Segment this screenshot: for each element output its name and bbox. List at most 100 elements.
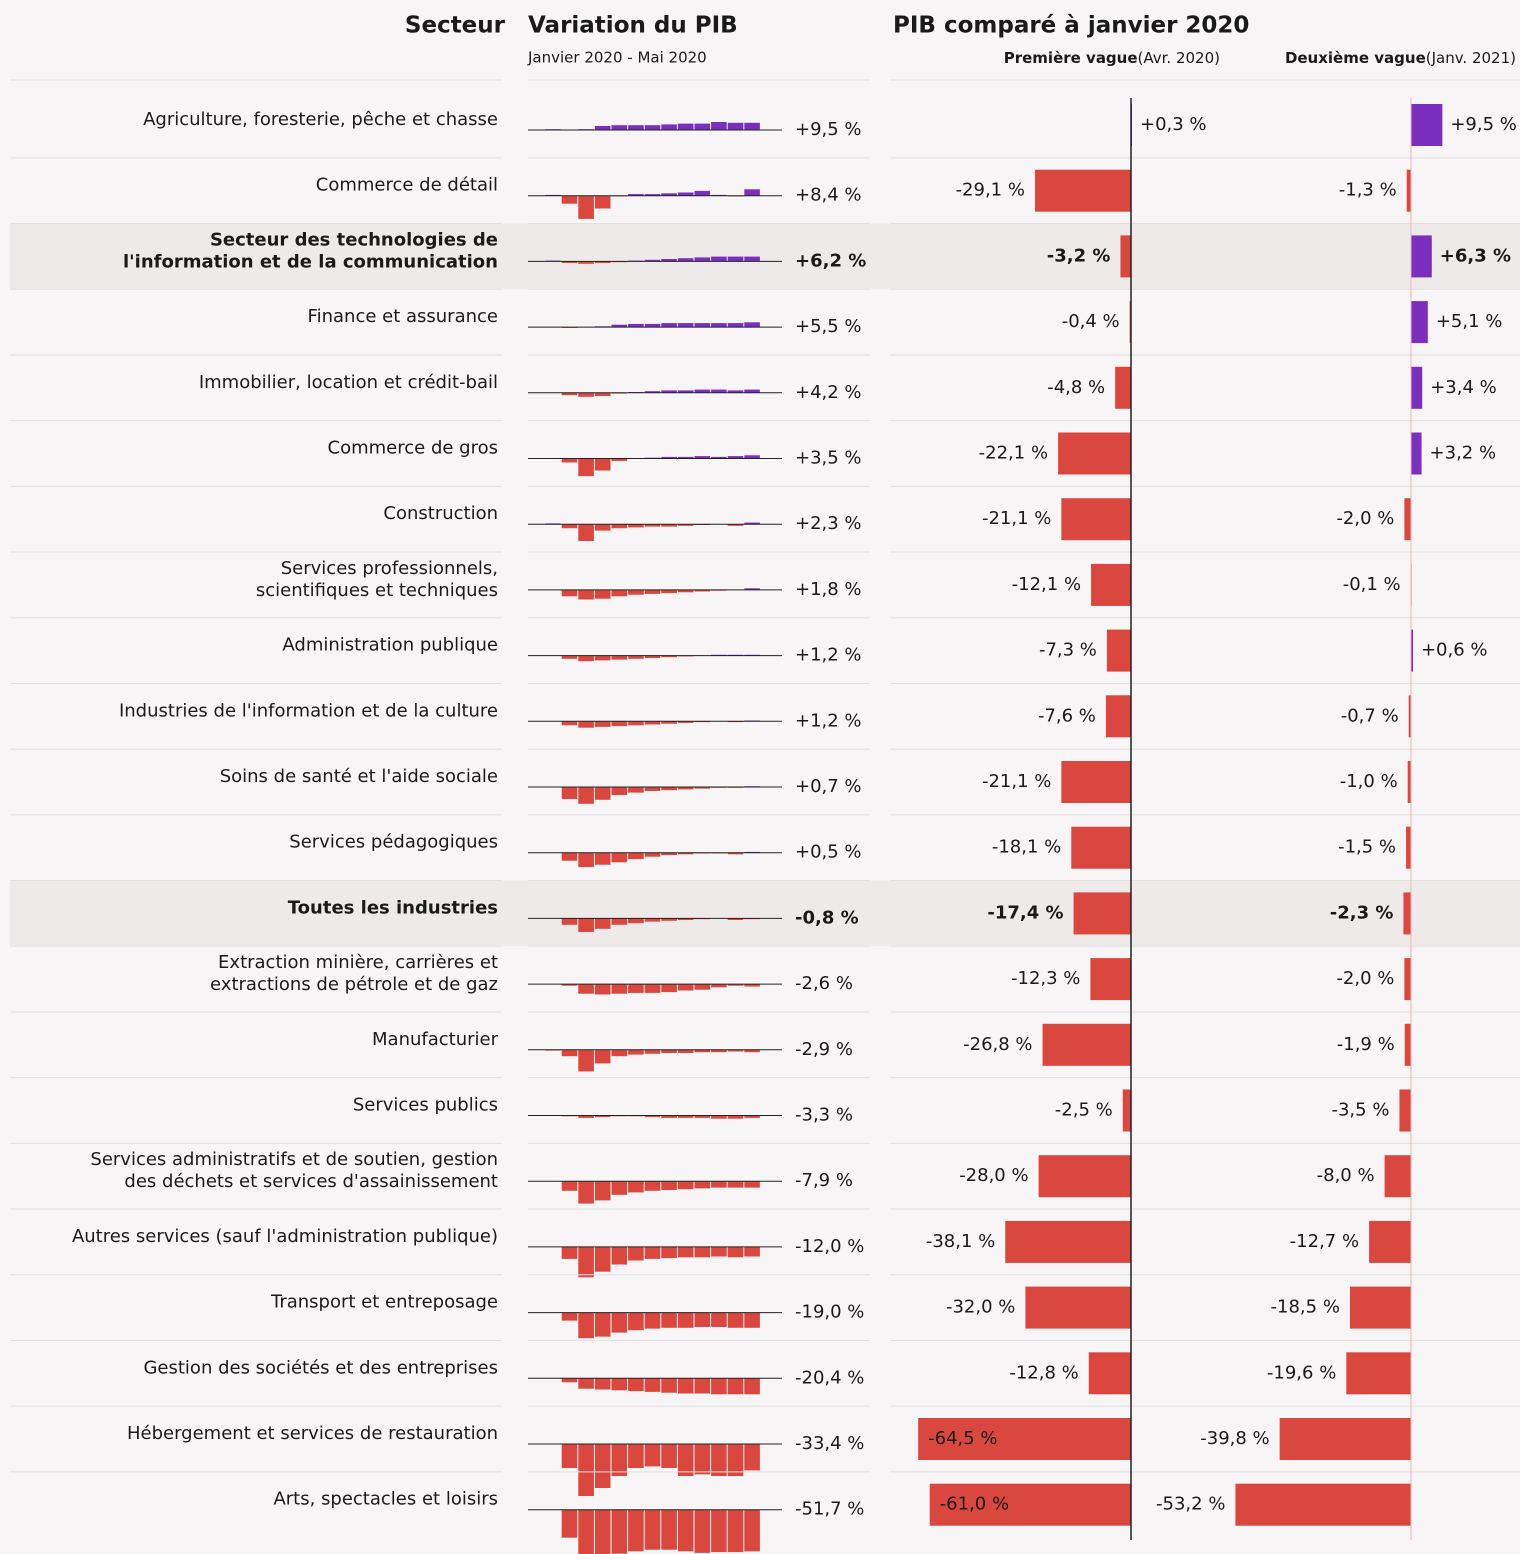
spark-bar — [711, 1246, 727, 1257]
spark-bar — [677, 1181, 694, 1190]
sector-line: Autres services (sauf l'administration p… — [72, 1226, 498, 1247]
change-label: +2,3 % — [795, 513, 862, 534]
spark-bar — [727, 1115, 744, 1119]
spark-bar — [644, 1509, 661, 1550]
second-wave-label: -0,7 % — [1341, 705, 1399, 726]
first-wave-label: -7,6 % — [1038, 705, 1096, 726]
second-wave-bar — [1384, 1155, 1411, 1198]
spark-bar — [578, 458, 594, 477]
spark-bar — [711, 389, 727, 393]
spark-bar — [711, 1378, 727, 1395]
first-wave-label: -12,8 % — [1009, 1362, 1078, 1383]
first-wave: Première vague — [1004, 49, 1138, 67]
sector-label: Services professionnels, scientifiques et… — [256, 558, 498, 601]
spark-bar — [694, 589, 711, 592]
spark-bar — [677, 1509, 694, 1552]
change-label: +1,2 % — [795, 645, 862, 666]
header-period: Janvier 2020 - Mai 2020 — [527, 49, 707, 67]
spark-bar — [677, 123, 694, 130]
spark-bar — [661, 1444, 677, 1468]
spark-bar — [561, 721, 578, 726]
spark-bar — [661, 1246, 677, 1259]
sector-label: Commerce de gros — [328, 438, 498, 459]
first-wave-bar — [1061, 761, 1131, 803]
spark-bar — [578, 261, 594, 264]
first-period: (Avr. 2020) — [1138, 49, 1220, 67]
header-variation: Variation du PIB — [528, 13, 738, 39]
second-wave-label: -53,2 % — [1156, 1494, 1225, 1515]
spark-bar — [644, 655, 661, 658]
spark-bar — [644, 787, 661, 791]
spark-bar — [744, 984, 760, 987]
spark-bar — [711, 1115, 727, 1119]
header-sector: Secteur — [405, 13, 506, 39]
change-label: +3,5 % — [795, 448, 862, 469]
spark-bar — [661, 259, 677, 262]
spark-bar — [594, 195, 611, 209]
spark-bar — [727, 984, 744, 986]
sector-line: Soins de santé et l'aide sociale — [220, 766, 498, 787]
first-wave-bar — [1073, 892, 1131, 935]
spark-bar — [628, 1181, 644, 1193]
spark-bar — [694, 787, 711, 789]
spark-bar — [594, 1115, 611, 1118]
spark-bar — [661, 390, 677, 393]
spark-bar — [594, 126, 611, 130]
spark-bar — [594, 1509, 611, 1554]
change-label: +9,5 % — [795, 119, 862, 140]
change-label: -0,8 % — [795, 907, 859, 928]
spark-bar — [661, 1181, 677, 1190]
spark-bar — [628, 852, 644, 860]
spark-bar — [561, 458, 578, 463]
spark-bar — [628, 1246, 644, 1261]
spark-bar — [644, 524, 661, 527]
sector-label: Construction — [383, 503, 498, 524]
spark-bar — [727, 1444, 744, 1476]
spark-bar — [677, 984, 694, 991]
spark-bar — [561, 1509, 578, 1538]
spark-bar — [711, 1444, 727, 1476]
first-wave-label: -29,1 % — [956, 180, 1025, 201]
spark-bar — [644, 1246, 661, 1259]
spark-bar — [611, 852, 628, 863]
first-wave-bar — [1025, 1286, 1131, 1329]
second-wave-bar — [1349, 1286, 1411, 1329]
spark-bar — [661, 323, 677, 328]
first-wave-label: -12,1 % — [1012, 574, 1081, 595]
second-wave-bar — [1404, 498, 1411, 541]
first-wave-label: -7,3 % — [1039, 640, 1097, 661]
spark-bar — [594, 1246, 611, 1272]
spark-bar — [628, 721, 644, 726]
sector-line: Toutes les industries — [288, 897, 498, 918]
spark-bar — [628, 787, 644, 793]
spark-bar — [694, 456, 711, 459]
spark-bar — [644, 125, 661, 130]
spark-bar — [561, 787, 578, 799]
spark-bar — [628, 194, 644, 196]
spark-bar — [611, 324, 628, 328]
second-wave-label: -8,0 % — [1317, 1165, 1375, 1186]
spark-bar — [677, 852, 694, 855]
second-wave-label: -3,5 % — [1331, 1100, 1389, 1121]
spark-bar — [644, 391, 661, 393]
first-wave-label: -32,0 % — [946, 1297, 1015, 1318]
spark-bar — [727, 1378, 744, 1395]
spark-bar — [578, 1378, 594, 1389]
first-wave-label: -28,0 % — [959, 1165, 1028, 1186]
spark-bar — [561, 524, 578, 529]
spark-bar — [677, 390, 694, 393]
spark-bar — [644, 1378, 661, 1392]
spark-bar — [594, 1312, 611, 1337]
spark-bar — [661, 852, 677, 856]
spark-bar — [744, 189, 760, 196]
spark-bar — [578, 1115, 594, 1118]
sector-label: Autres services (sauf l'administration p… — [72, 1226, 498, 1247]
sector-line: Services publics — [353, 1095, 498, 1116]
change-label: +6,2 % — [795, 250, 866, 271]
spark-bar — [578, 195, 594, 219]
first-wave-bar — [1091, 563, 1131, 606]
spark-bar — [744, 322, 760, 328]
first-wave-bar — [1115, 366, 1131, 409]
second-wave-label: -1,9 % — [1337, 1034, 1395, 1055]
